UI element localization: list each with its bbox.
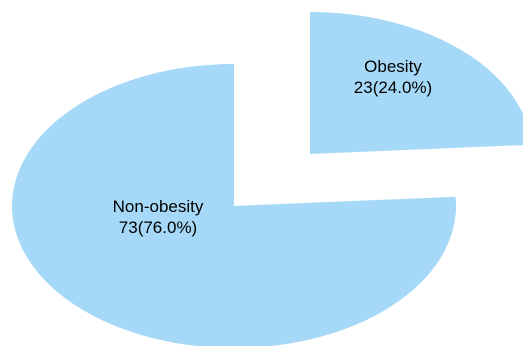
slice-label-obesity: Obesity [364, 57, 422, 76]
slice-value-obesity: 23(24.0%) [354, 78, 432, 97]
slice-label-non-obesity: Non-obesity [113, 197, 204, 216]
pie-slice-non-obesity [12, 64, 456, 346]
pie-slice-obesity [310, 12, 523, 154]
slice-value-non-obesity: 73(76.0%) [119, 218, 197, 237]
